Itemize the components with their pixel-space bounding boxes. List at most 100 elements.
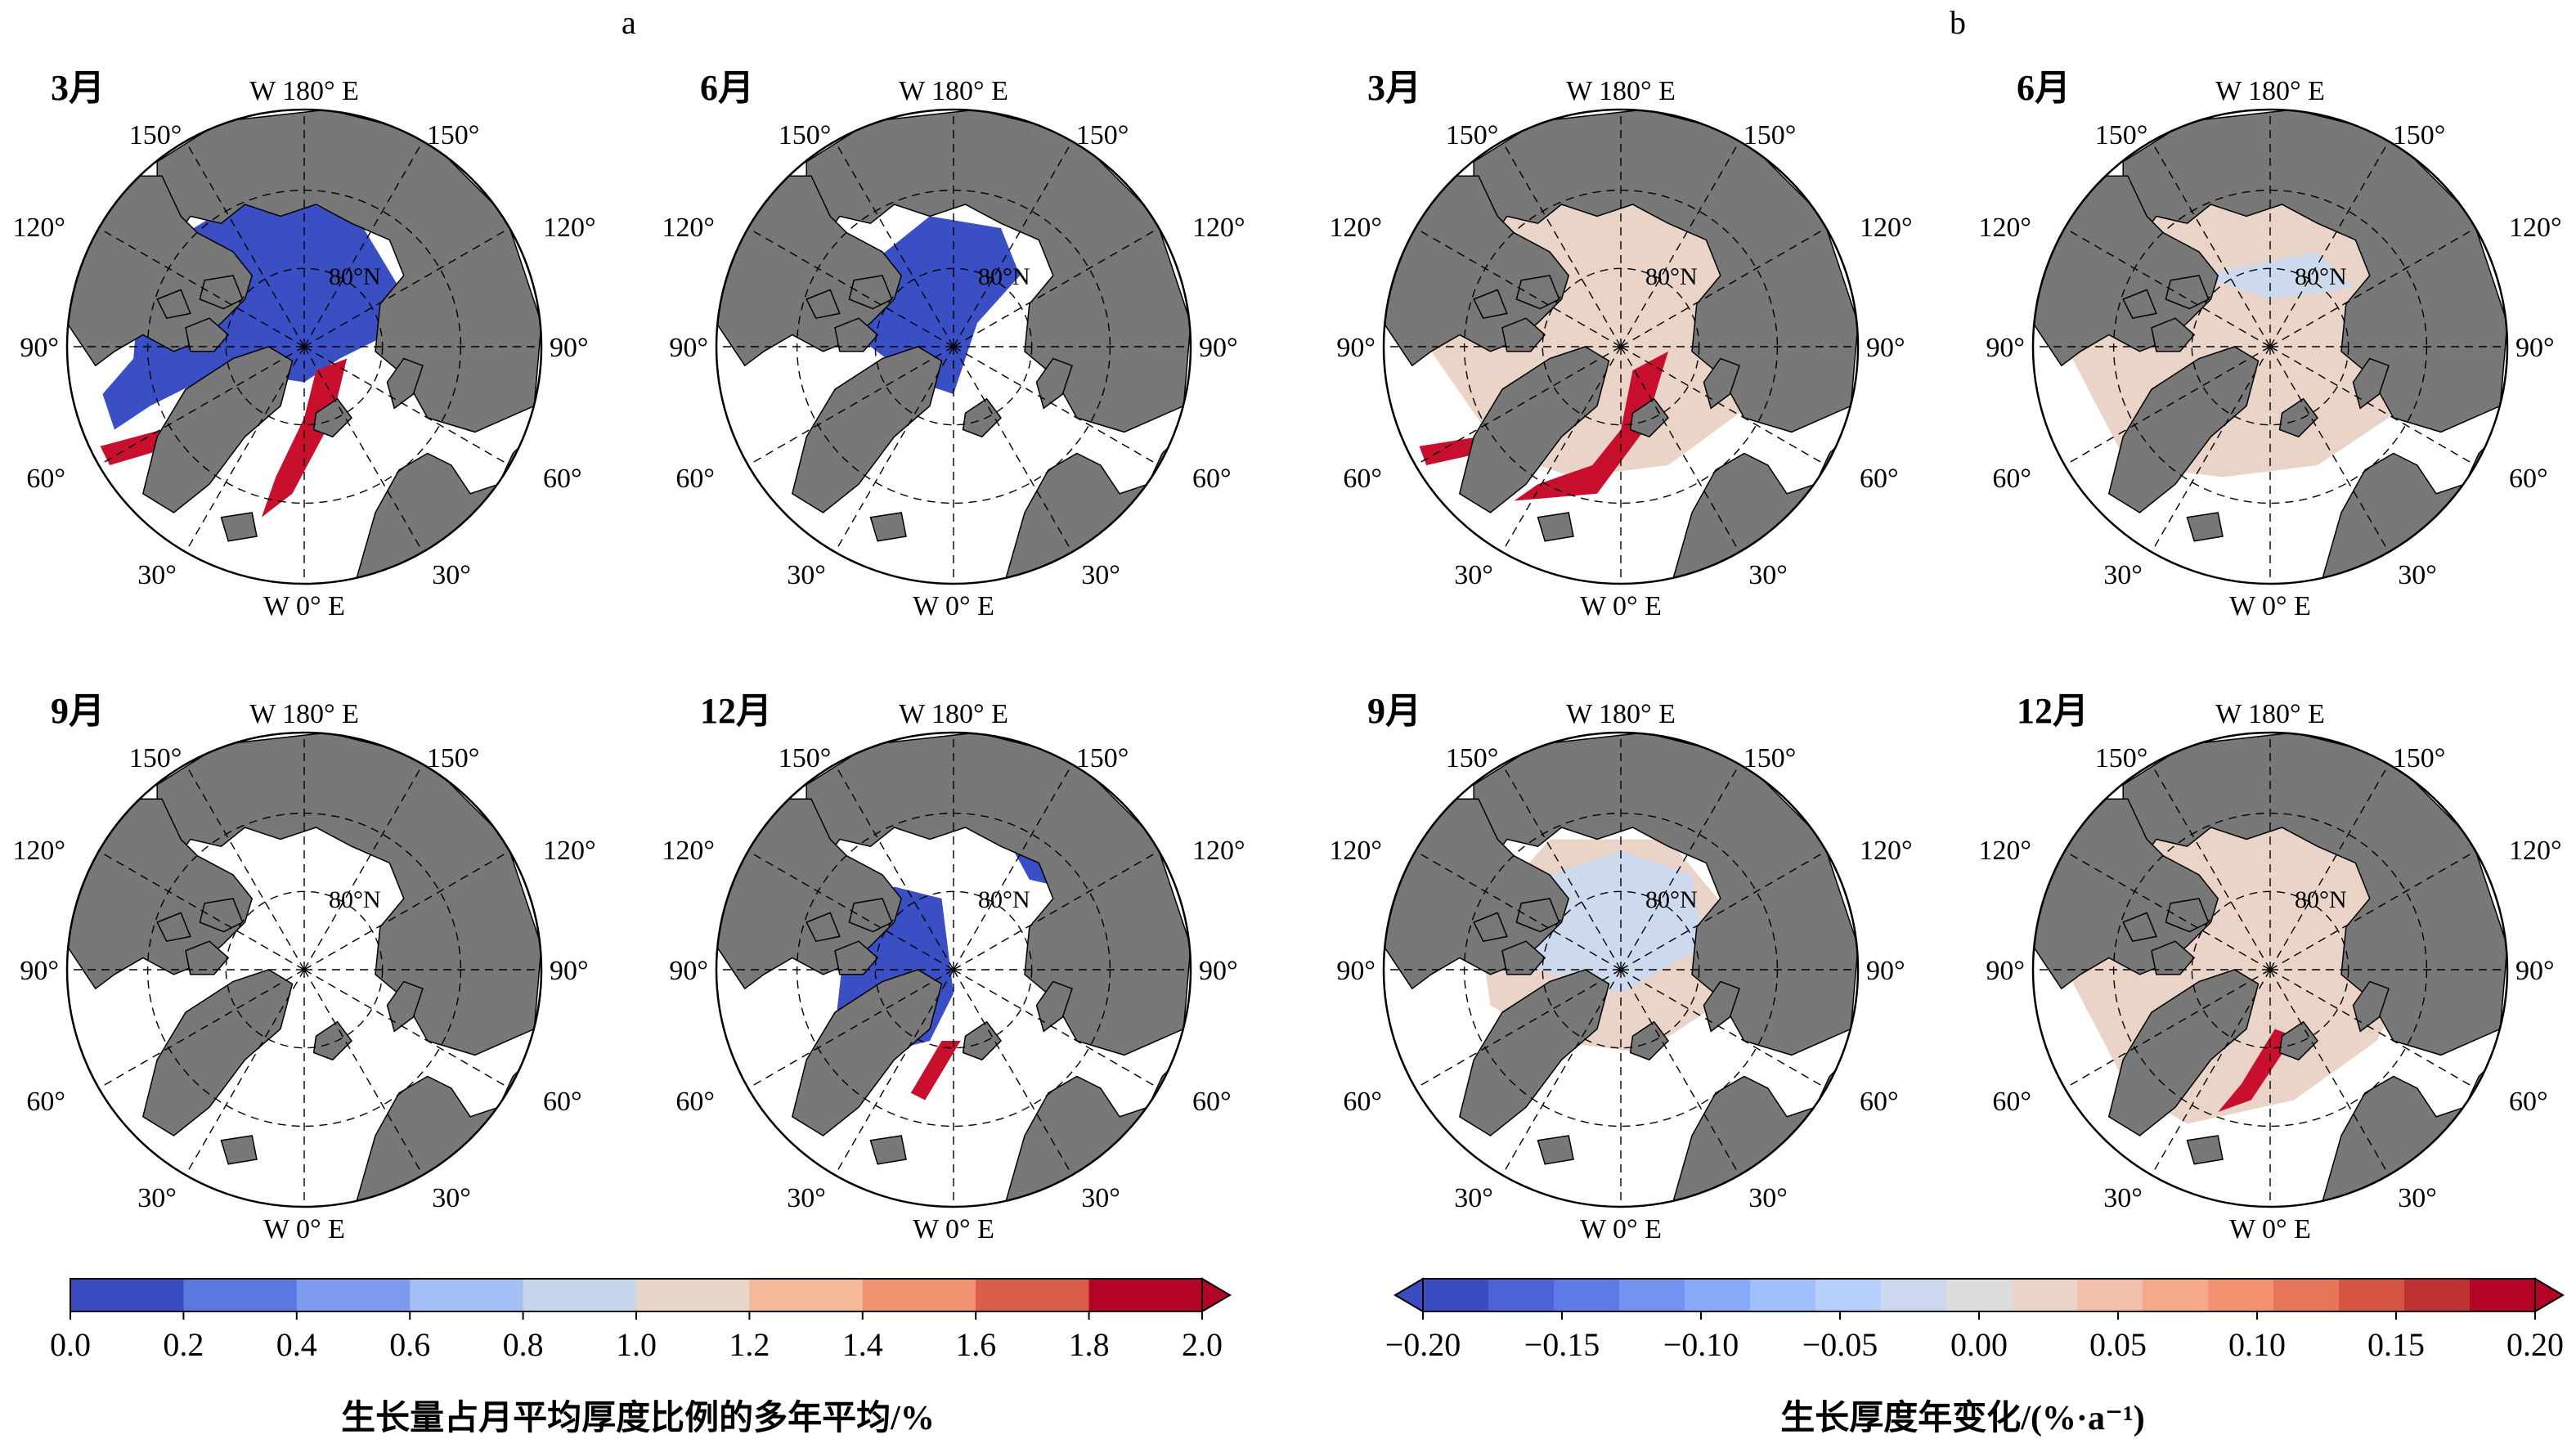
land-greenland [1458, 346, 1610, 513]
lon-label-30w: 30° [787, 1183, 826, 1213]
meridian-line [1415, 227, 1622, 347]
lon-label-30e: 30° [1748, 1183, 1788, 1213]
lon-label-120w: 120° [12, 213, 65, 243]
lon-label-30w: 30° [787, 560, 826, 590]
map-boundary [65, 731, 543, 1208]
land-arch1 [834, 940, 879, 975]
map-a_6: W 180° E W 0° E 150° 150° 120° 120° 90° 90° 60° 6… [662, 68, 1245, 621]
colorbar-left-segment [523, 1279, 637, 1311]
land-arch2 [2165, 898, 2210, 933]
data-field [910, 1041, 961, 1101]
colorbar-left-tick-label: 0.0 [50, 1326, 91, 1363]
colorbar-left-title: 生长量占月平均厚度比例的多年平均/% [341, 1400, 935, 1437]
meridian-line [747, 969, 954, 1089]
land-iceland [869, 512, 907, 542]
lon-label-90w: 90° [669, 956, 708, 986]
meridian-line [303, 346, 424, 553]
meridian-line [953, 346, 1073, 553]
land-siberia [1473, 733, 1858, 1056]
land-svalbard [2278, 397, 2318, 438]
land-novaya [2352, 357, 2390, 410]
data-field [1514, 351, 1668, 501]
colorbar-right-tick-label: −0.15 [1524, 1326, 1600, 1363]
meridian-line [2151, 141, 2271, 347]
meridian-line [303, 969, 510, 1089]
meridian-line [953, 969, 1073, 1176]
meridian-line [2269, 969, 2390, 1176]
lon-label-120w: 120° [662, 836, 715, 866]
meridian-line [2269, 850, 2476, 971]
lon-label-90w: 90° [1336, 956, 1376, 986]
land-iceland [1537, 512, 1574, 542]
lon-label-30e: 30° [1081, 1183, 1120, 1213]
lon-label-150w: 150° [1446, 120, 1499, 150]
meridian-line [1620, 227, 1827, 347]
meridian-line [303, 764, 424, 971]
colorbar-right-segment [2404, 1279, 2471, 1311]
lon-label-120e: 120° [2509, 836, 2562, 866]
meridian-line [1501, 141, 1622, 347]
meridian-line [303, 141, 424, 347]
month-label: 9月 [51, 691, 105, 731]
land-greenland [141, 346, 294, 513]
land-greenland [2107, 346, 2260, 513]
latitude-circle [874, 267, 1033, 426]
meridian-line [98, 346, 305, 466]
colorbar-right-tick-label: −0.20 [1385, 1326, 1461, 1363]
land-siberia [156, 733, 541, 1056]
meridian-line [1620, 764, 1740, 971]
lon-label-90w: 90° [1986, 956, 2025, 986]
meridian-line [2151, 969, 2271, 1176]
meridian-line [747, 346, 954, 466]
colorbar-right-segment [1423, 1279, 1489, 1311]
meridian-line [953, 764, 1073, 971]
lon-label-150e: 150° [1076, 120, 1129, 150]
lon-label-150e: 150° [1744, 743, 1797, 773]
land-siberia [1473, 110, 1858, 433]
meridian-line [185, 969, 305, 1176]
meridian-line [185, 764, 305, 971]
map-boundary [715, 731, 1192, 1208]
land-arch2 [1515, 898, 1560, 933]
lon-label-60e: 60° [543, 464, 582, 494]
land-iceland [220, 1135, 258, 1165]
land-svalbard [312, 397, 352, 438]
land-arch3 [806, 289, 841, 320]
month-label: 3月 [51, 68, 105, 108]
colorbar-right-segment [1881, 1279, 1947, 1311]
colorbar-left-tick-label: 1.6 [955, 1326, 996, 1363]
latitude-circle [1542, 890, 1700, 1049]
map-b_6: W 180° E W 0° E 150° 150° 120° 120° 90° 90° 60° 6… [1978, 68, 2561, 621]
colorbar-left-segment [296, 1279, 411, 1311]
meridian-line [2269, 346, 2390, 553]
colorbar-left-segment [183, 1279, 298, 1311]
lon-label-30w: 30° [2103, 1183, 2143, 1213]
lon-label-30e: 30° [2398, 1183, 2437, 1213]
meridian-line [185, 346, 305, 553]
land-siberia [806, 110, 1191, 433]
colorbar-left-segment [1088, 1279, 1203, 1311]
colorbar-left-segment [636, 1279, 750, 1311]
data-field [2199, 252, 2354, 299]
colorbar-right-segment [2470, 1279, 2536, 1311]
lon-label-60e: 60° [2509, 1087, 2548, 1117]
colorbar-right-segment [1619, 1279, 1685, 1311]
meridian-line [747, 850, 954, 971]
colorbar-right-extend-min [1393, 1277, 1424, 1313]
colorbar-right-tick-label: 0.10 [2228, 1326, 2286, 1363]
land-svalbard [1629, 1020, 1669, 1061]
meridian-line [2151, 346, 2271, 553]
lon-label-90e: 90° [1199, 333, 1238, 363]
colorbar-left-segment [410, 1279, 524, 1311]
colorbar-right-segment [1554, 1279, 1620, 1311]
lon-label-60w: 60° [1343, 1087, 1382, 1117]
lon-label-60e: 60° [1860, 464, 1899, 494]
land-arch2 [199, 275, 244, 310]
latitude-circle [2191, 890, 2349, 1049]
colorbar-right-tick-label: −0.05 [1802, 1326, 1878, 1363]
meridian-line [2064, 850, 2271, 971]
colorbar-left-segment [976, 1279, 1090, 1311]
lon-label-120e: 120° [543, 836, 596, 866]
